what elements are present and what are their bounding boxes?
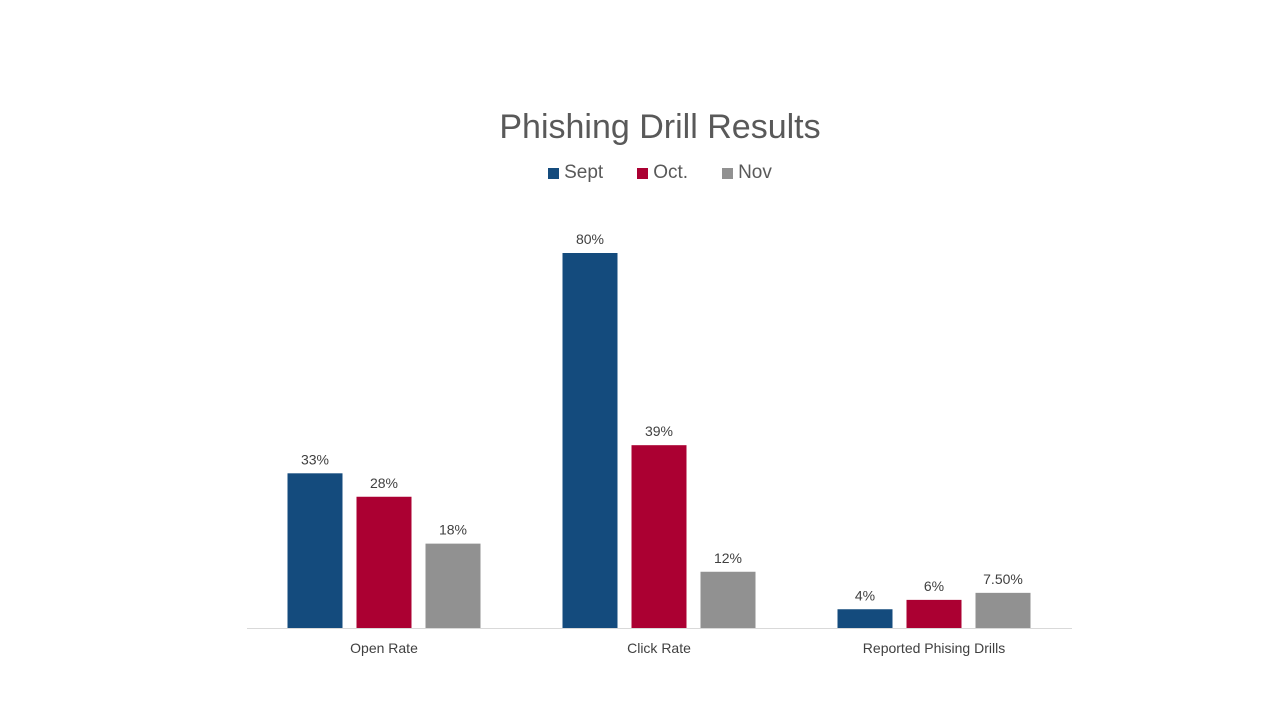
legend-swatch-sept [548, 167, 560, 179]
legend-item-nov: Nov [722, 162, 772, 184]
data-label: 18% [439, 522, 467, 538]
data-label: 28% [370, 475, 398, 491]
legend-item-oct: Oct. [637, 162, 688, 184]
bar-sept-2 [837, 609, 893, 628]
bar-nov-1 [700, 571, 756, 628]
data-label: 6% [924, 578, 944, 594]
legend-swatch-oct [637, 167, 649, 179]
bar-nov-2 [975, 592, 1031, 628]
bar-oct-0 [356, 496, 412, 628]
legend: Sept Oct. Nov [0, 162, 1280, 184]
legend-label-sept: Sept [564, 162, 604, 183]
data-label: 12% [714, 550, 742, 566]
data-label: 33% [301, 451, 329, 467]
legend-label-oct: Oct. [653, 162, 689, 183]
chart-title: Phishing Drill Results [499, 108, 821, 146]
data-label: 80% [576, 231, 604, 247]
data-label: 39% [645, 423, 673, 439]
bar-oct-2 [906, 599, 962, 628]
data-label: 4% [855, 587, 875, 603]
legend-label-nov: Nov [738, 162, 772, 183]
legend-item-sept: Sept [548, 162, 603, 184]
data-label: 7.50% [983, 571, 1023, 587]
legend-swatch-nov [722, 167, 734, 179]
x-tick-label: Open Rate [350, 640, 418, 656]
bar-nov-0 [425, 543, 481, 628]
x-tick-label: Click Rate [627, 640, 691, 656]
x-tick-label: Reported Phising Drills [863, 640, 1005, 656]
bar-sept-1 [562, 253, 618, 628]
bar-oct-1 [631, 445, 687, 628]
bar-sept-0 [287, 473, 343, 628]
